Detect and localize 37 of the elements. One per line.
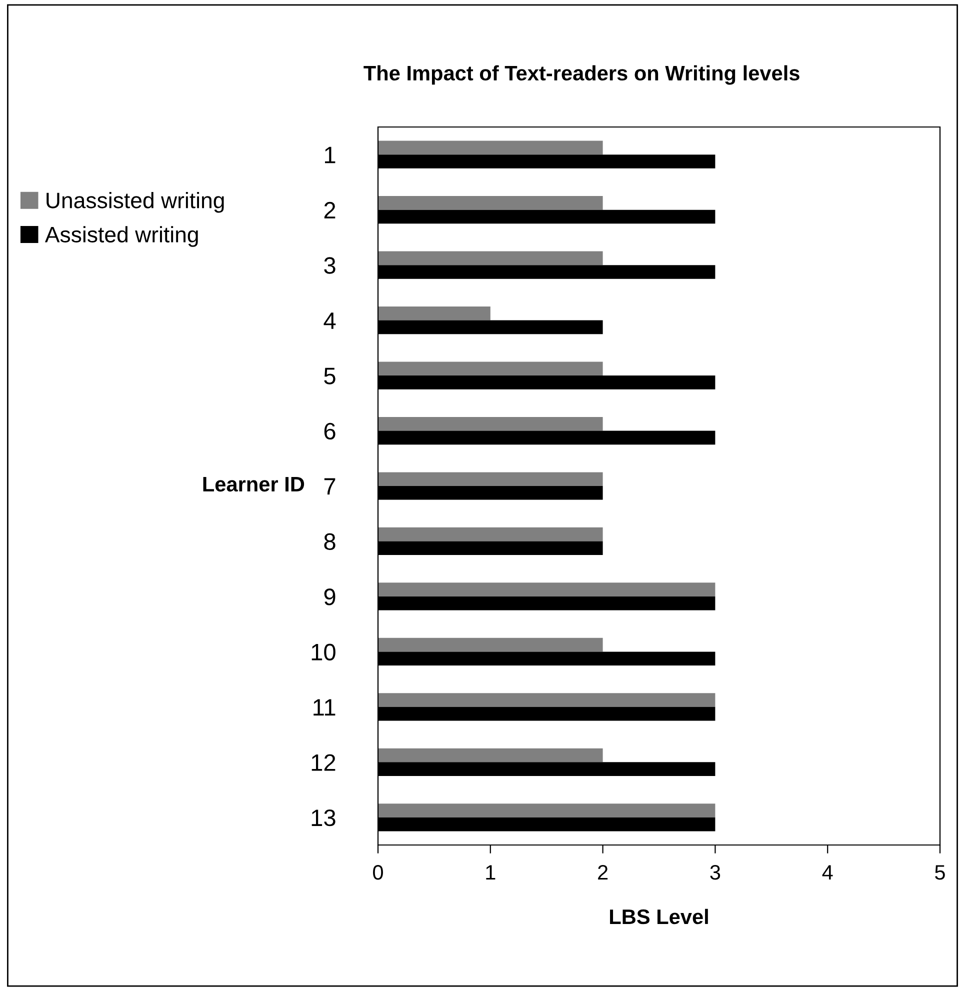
legend-label: Unassisted writing bbox=[46, 192, 224, 213]
y-tick-label: 1 bbox=[325, 146, 336, 164]
bar bbox=[378, 306, 490, 320]
x-tick-label: 0 bbox=[373, 864, 383, 880]
y-tick-label: 10 bbox=[312, 644, 336, 660]
bar bbox=[378, 140, 603, 155]
x-tick-label: 4 bbox=[822, 865, 833, 880]
chart-title: The Impact of Text-readers on Writing levels bbox=[364, 65, 800, 85]
y-tick-label: 11 bbox=[314, 699, 336, 716]
bar bbox=[378, 251, 603, 266]
bar bbox=[378, 748, 603, 762]
x-tick-label: 3 bbox=[710, 864, 720, 880]
bar bbox=[378, 804, 716, 818]
x-tick-label: 1 bbox=[486, 865, 496, 880]
x-tick-label: 5 bbox=[935, 865, 945, 880]
bar bbox=[378, 362, 603, 376]
bar bbox=[378, 196, 603, 210]
bar bbox=[378, 527, 603, 542]
y-tick-label: 13 bbox=[312, 809, 336, 826]
bar bbox=[378, 416, 603, 431]
y-tick-label: 3 bbox=[324, 257, 336, 274]
bar bbox=[378, 472, 603, 486]
x-tick-label: 2 bbox=[598, 864, 608, 880]
y-tick-label: 12 bbox=[312, 754, 336, 771]
y-tick-label: 8 bbox=[324, 533, 336, 550]
y-tick-label: 9 bbox=[324, 588, 336, 606]
legend-label: Assisted writing bbox=[44, 226, 198, 247]
bar bbox=[378, 638, 603, 652]
y-tick-label: 7 bbox=[324, 478, 336, 495]
y-tick-label: 4 bbox=[324, 312, 336, 329]
y-axis-title: Learner ID bbox=[203, 477, 304, 492]
bar bbox=[378, 582, 716, 596]
y-tick-label: 6 bbox=[324, 422, 336, 440]
x-axis-title: LBS Level bbox=[610, 908, 708, 924]
y-tick-label: 5 bbox=[324, 368, 336, 384]
y-tick-label: 2 bbox=[324, 202, 336, 218]
bar bbox=[378, 693, 716, 707]
